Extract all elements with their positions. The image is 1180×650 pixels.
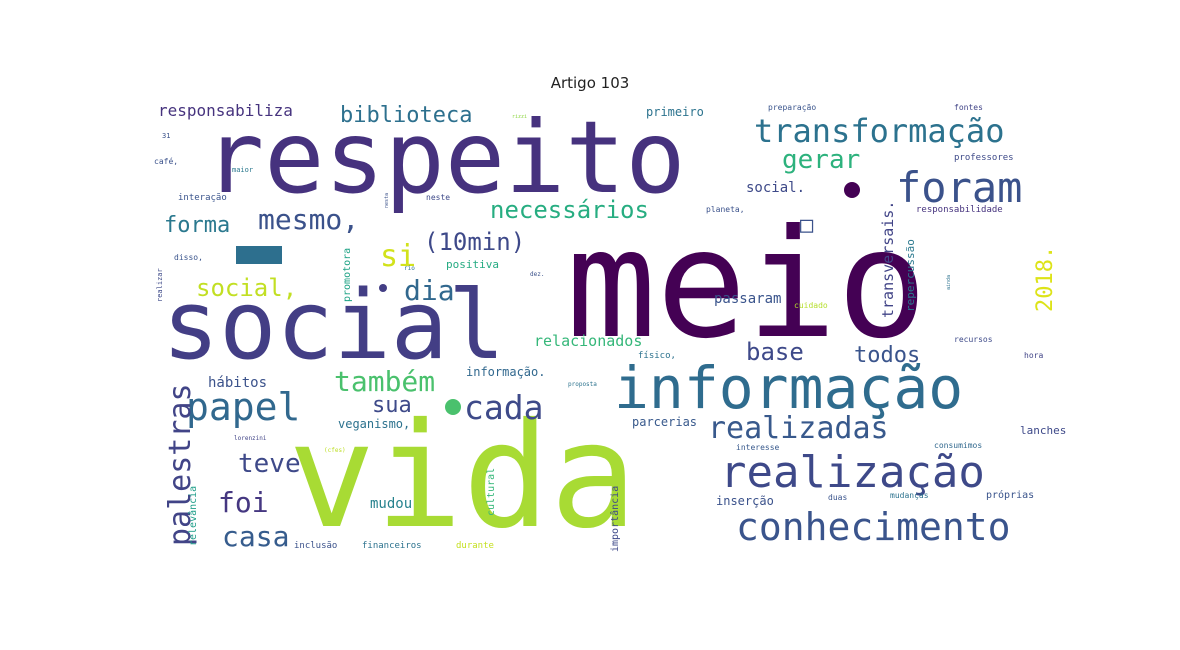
word-33: passaram: [714, 291, 781, 307]
word-38: informação.: [466, 365, 545, 379]
word-26: base: [746, 338, 804, 366]
word-glyph-dot: [844, 182, 860, 198]
word-21: (10min): [424, 228, 525, 256]
word-19: foi: [218, 486, 269, 519]
word-8: papel: [186, 385, 300, 429]
word-6: foram: [896, 163, 1022, 212]
word-7: conhecimento: [736, 505, 1011, 549]
word-72: realizar: [156, 268, 164, 302]
word-74: dez.: [530, 271, 544, 278]
word-73: proposta: [568, 381, 597, 388]
word-24: forma: [164, 213, 230, 238]
word-76: (cfes): [324, 447, 346, 454]
word-23: gerar: [782, 145, 860, 175]
word-44: repercussão: [904, 239, 917, 312]
word-4: informação: [614, 354, 963, 422]
word-63: planeta,: [706, 205, 745, 214]
word-68: disso,: [174, 253, 203, 262]
word-5: realização: [720, 447, 985, 498]
word-34: social.: [746, 180, 805, 196]
word-69: neste: [426, 193, 450, 202]
word-66: duas: [828, 493, 847, 502]
word-15: dia: [404, 274, 455, 307]
word-3: social: [162, 271, 505, 381]
word-20: necessários: [490, 196, 649, 224]
word-0: meio: [566, 198, 927, 372]
word-12: realizadas: [708, 411, 889, 446]
word-71: 31: [162, 132, 170, 140]
word-11: palestras: [163, 383, 198, 546]
word-75: lorenzini: [234, 435, 267, 442]
word-77: rio: [404, 265, 415, 272]
word-10: cada: [464, 388, 543, 427]
word-65: hora: [1024, 351, 1043, 360]
word-25: biblioteca: [340, 103, 472, 128]
word-30: responsabiliza: [158, 101, 293, 120]
word-60: consumimos: [934, 441, 982, 450]
word-78: rizzi: [512, 114, 527, 120]
word-9: transformação: [754, 112, 1004, 150]
word-59: mudanças: [890, 491, 929, 500]
word-55: professores: [954, 153, 1014, 163]
word-39: parcerias: [632, 415, 697, 429]
word-14: também: [334, 365, 435, 398]
word-2: respeito: [204, 99, 686, 216]
word-70: maior: [232, 166, 253, 174]
word-64: físico,: [638, 351, 676, 361]
word-54: responsabilidade: [916, 205, 1003, 215]
word-47: importância: [609, 486, 621, 552]
word-17: casa: [222, 520, 289, 553]
word-37: veganismo,: [338, 417, 410, 431]
word-glyph-dot: [379, 284, 387, 292]
word-32: relacionados: [534, 332, 642, 350]
word-42: positiva: [446, 258, 499, 271]
word-51: financeiros: [362, 541, 422, 551]
word-79: nesta: [384, 193, 390, 208]
word-40: primeiro: [646, 105, 704, 119]
word-81: □: [800, 213, 814, 238]
word-41: inserção: [716, 494, 774, 508]
word-58: interesse: [736, 443, 780, 452]
word-22: social,: [196, 274, 297, 302]
word-80: ainda: [946, 275, 952, 290]
word-glyph-bar: [236, 246, 282, 264]
word-45: promotora: [342, 248, 353, 302]
word-36: mudou: [370, 496, 412, 512]
word-16: si: [380, 239, 416, 274]
word-31: transversais.: [879, 201, 897, 318]
word-48: relevância: [187, 486, 199, 546]
word-glyph-dot: [445, 399, 461, 415]
word-43: lanches: [1020, 424, 1066, 437]
word-13: mesmo,: [258, 203, 359, 236]
word-57: fontes: [954, 103, 983, 112]
word-50: inclusão: [294, 541, 337, 551]
word-46: cultural: [486, 468, 497, 516]
chart-title: Artigo 103: [550, 74, 630, 92]
word-28: sua: [372, 393, 412, 418]
word-67: café,: [154, 156, 178, 166]
word-1: vida: [288, 392, 637, 561]
word-56: preparação: [768, 103, 816, 112]
word-49: próprias: [986, 489, 1034, 501]
word-61: cuidado: [794, 301, 828, 310]
word-27: todos: [854, 343, 920, 368]
word-35: hábitos: [208, 375, 267, 391]
word-29: 2018.: [1033, 246, 1058, 312]
word-18: teve: [238, 449, 301, 479]
word-53: interação: [178, 193, 227, 203]
word-62: recursos: [954, 335, 993, 344]
word-52: durante: [456, 541, 494, 551]
